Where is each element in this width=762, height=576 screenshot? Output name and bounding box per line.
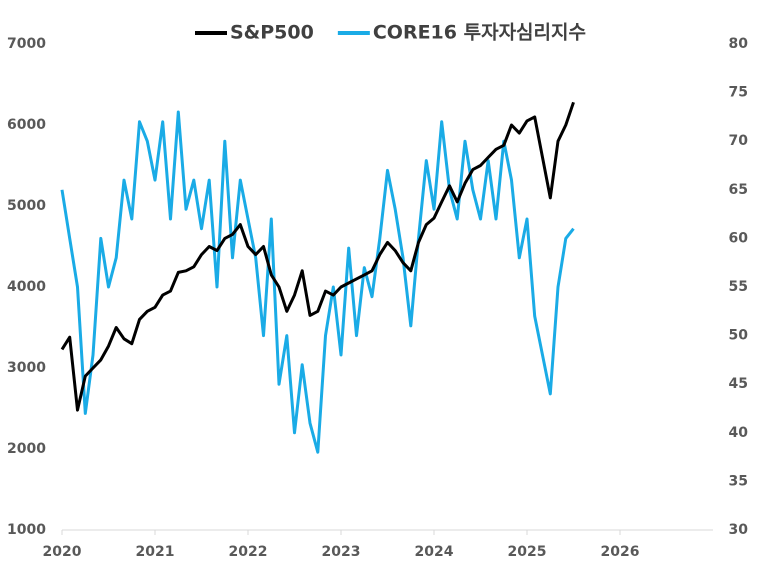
x-tick-label: 2026 — [601, 544, 640, 560]
y-tick-label: 3000 — [7, 360, 46, 376]
x-tick-label: 2021 — [136, 544, 175, 560]
x-tick-label: 2025 — [508, 544, 547, 560]
x-tick-label: 2020 — [43, 544, 82, 560]
y2-tick-label: 50 — [729, 328, 749, 344]
legend-label: CORE16 투자자심리지수 — [373, 22, 586, 44]
x-tick-label: 2024 — [415, 544, 454, 560]
series-line — [60, 101, 575, 412]
y2-tick-label: 65 — [729, 182, 748, 198]
y-tick-label: 2000 — [7, 441, 46, 457]
y2-tick-label: 55 — [729, 279, 748, 295]
series-line — [60, 110, 575, 454]
y-tick-label: 1000 — [7, 522, 46, 538]
legend-label: S&P500 — [230, 22, 314, 44]
y2-tick-label: 45 — [729, 376, 748, 392]
y-tick-label: 5000 — [7, 198, 46, 214]
y2-tick-label: 40 — [729, 425, 749, 441]
y-tick-label: 7000 — [7, 36, 46, 52]
y2-tick-label: 70 — [729, 133, 749, 149]
y2-tick-label: 60 — [729, 230, 749, 246]
y2-tick-label: 80 — [729, 36, 749, 52]
x-tick-label: 2022 — [229, 544, 268, 560]
y-tick-label: 6000 — [7, 117, 46, 133]
x-tick-label: 2023 — [322, 544, 361, 560]
y2-tick-label: 30 — [729, 522, 749, 538]
y2-tick-label: 35 — [729, 473, 748, 489]
y2-tick-label: 75 — [729, 85, 748, 101]
y-tick-label: 4000 — [7, 279, 46, 295]
